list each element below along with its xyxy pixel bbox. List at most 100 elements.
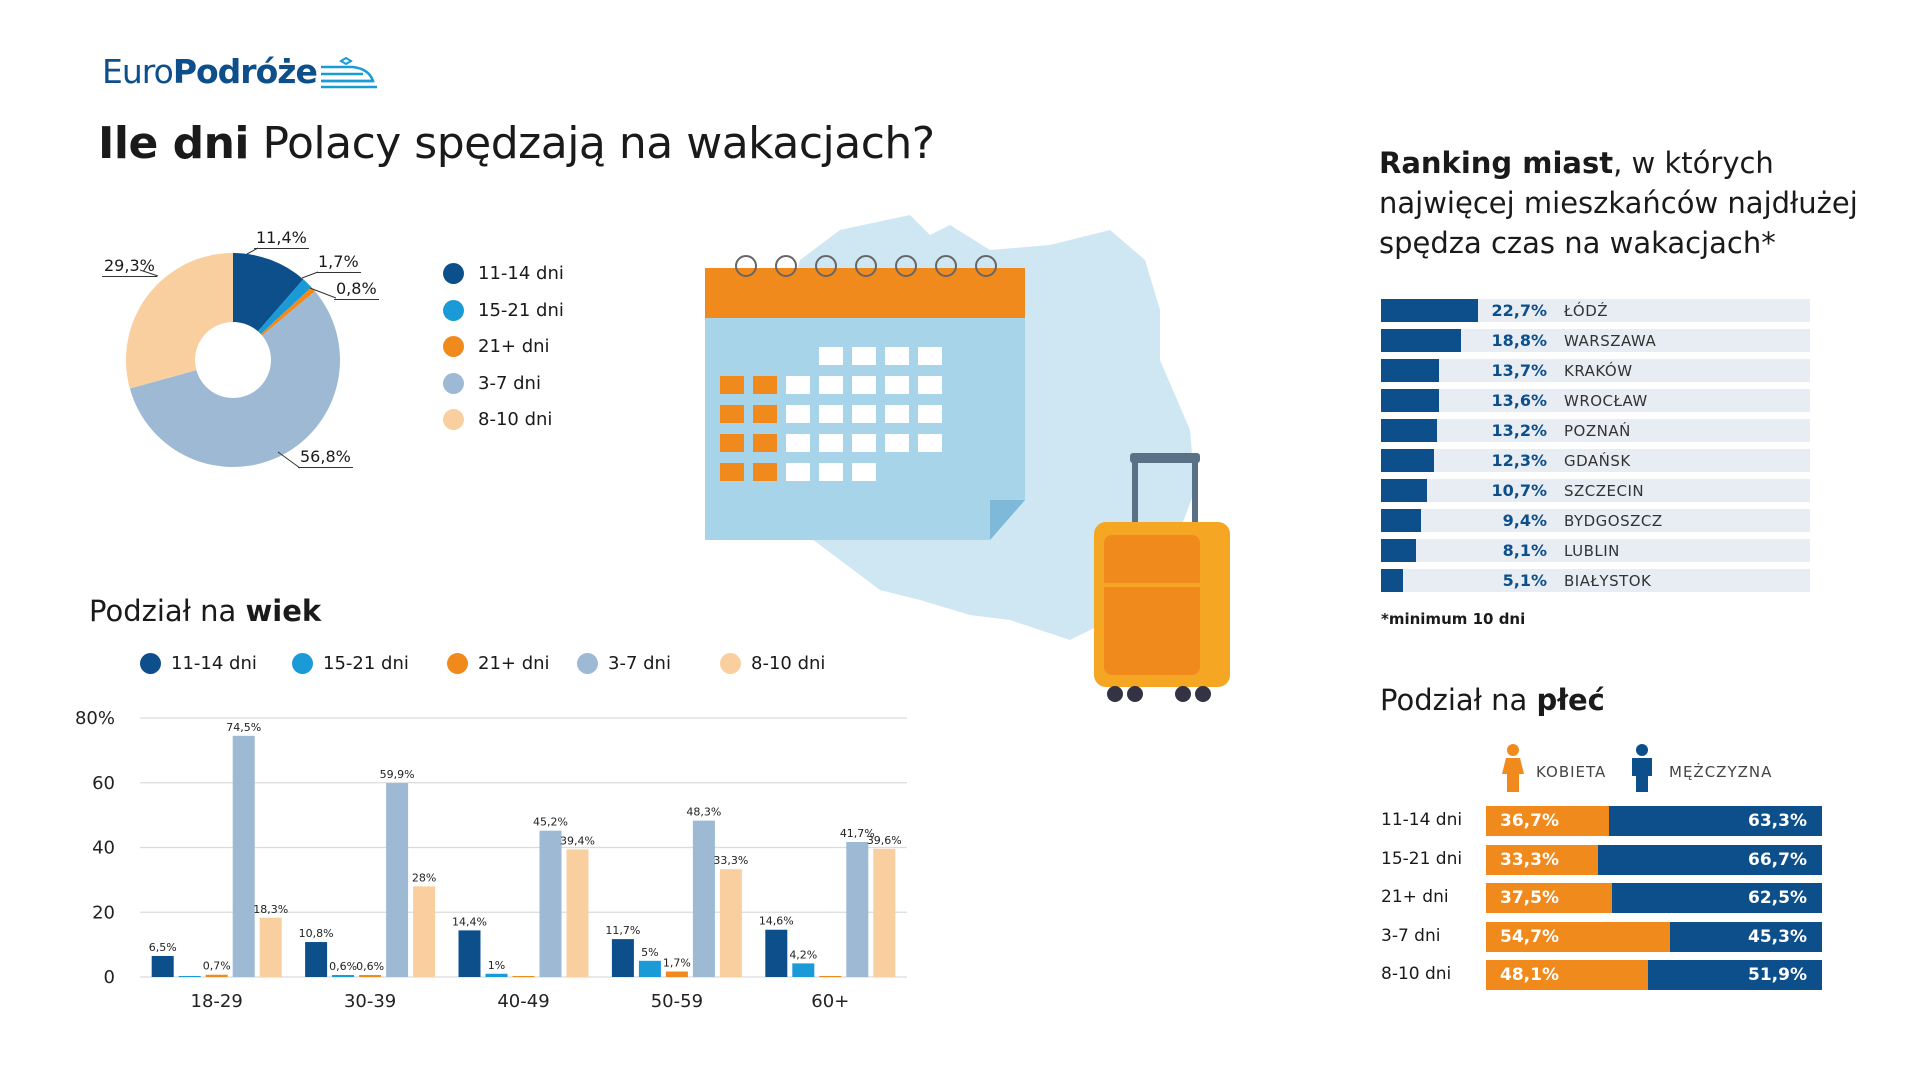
- pie-leader-line: [246, 247, 259, 255]
- ranking-city: BIAŁYSTOK: [1564, 572, 1652, 590]
- donut-hole: [195, 322, 271, 398]
- ranking-row: 18,8% WARSZAWA: [1381, 329, 1810, 352]
- bar-value-label: 18,3%: [253, 903, 288, 916]
- ranking-percent: 8,1%: [1502, 541, 1547, 560]
- gender-row-label: 21+ dni: [1381, 887, 1449, 907]
- age-title-regular: Podział na: [89, 594, 246, 628]
- age-chart-title: Podział na wiek: [89, 594, 321, 628]
- legend-label: 15-21 dni: [478, 299, 564, 321]
- gender-bar: 54,7% 45,3%: [1486, 921, 1822, 952]
- gender-bar: 48,1% 51,9%: [1486, 960, 1822, 990]
- legend-label: 15-21 dni: [323, 653, 409, 674]
- legend-dot-icon: [720, 653, 741, 674]
- calendar-day: [819, 405, 843, 423]
- bar-60+-3-7-dni: [846, 841, 869, 977]
- ranking-city: KRAKÓW: [1564, 362, 1633, 380]
- bar-50-59-8-10-dni: [719, 869, 742, 977]
- legend-dot-icon: [443, 299, 464, 321]
- calendar-day: [786, 405, 810, 423]
- calendar-day: [918, 405, 942, 423]
- ranking-row: 13,7% KRAKÓW: [1381, 359, 1810, 382]
- ranking-city: LUBLIN: [1564, 542, 1620, 560]
- bar-value-label: 59,9%: [380, 768, 415, 781]
- male-segment: 63,3%: [1609, 806, 1822, 836]
- legend-dot-icon: [443, 263, 464, 284]
- bar-40-49-15-21-dni: [485, 973, 508, 977]
- ranking-row: 9,4% BYDGOSZCZ: [1381, 509, 1810, 532]
- ranking-percent: 13,7%: [1491, 361, 1547, 380]
- x-tick-label: 30-39: [344, 991, 396, 1012]
- bar-40-49-11-14-dni: [458, 930, 481, 977]
- ranking-row: 22,7% ŁÓDŹ: [1381, 299, 1810, 322]
- ranking-percent: 9,4%: [1502, 511, 1547, 530]
- ranking-row: 12,3% GDAŃSK: [1381, 449, 1810, 472]
- pie-label-21plus: 0,8%: [334, 279, 379, 300]
- calendar-day: [720, 434, 744, 452]
- ranking-percent: 5,1%: [1502, 571, 1547, 590]
- age-legend-item: 3-7 dni: [577, 653, 671, 674]
- bar-30-39-11-14-dni: [305, 942, 328, 977]
- male-segment: 66,7%: [1597, 844, 1822, 875]
- bar-value-label: 14,6%: [759, 915, 794, 928]
- calendar-day: [918, 376, 942, 394]
- man-icon: [1632, 744, 1652, 792]
- legend-label: 21+ dni: [478, 336, 550, 357]
- pie-legend-item: 21+ dni: [443, 336, 550, 357]
- bar-18-29-21-dni: [205, 974, 228, 977]
- bar-18-29-3-7-dni: [232, 735, 255, 977]
- legend-dot-icon: [443, 409, 464, 430]
- calendar-day: [885, 376, 909, 394]
- calendar-day: [753, 434, 777, 452]
- calendar-day: [885, 434, 909, 452]
- ranking-title-rest: , w których najwięcej mieszkańców najdłu…: [1379, 146, 1858, 260]
- pie-legend-item: 11-14 dni: [443, 263, 564, 284]
- legend-dot-icon: [292, 653, 313, 674]
- bar-value-label: 48,3%: [686, 806, 721, 819]
- footnote: *minimum 10 dni: [1381, 610, 1526, 628]
- ranking-percent: 10,7%: [1491, 481, 1547, 500]
- bar-value-label: 1%: [488, 959, 505, 972]
- ranking-percent: 12,3%: [1491, 451, 1547, 470]
- gender-chart-title: Podział na płeć: [1380, 683, 1605, 717]
- calendar-day: [720, 376, 744, 394]
- suitcase-icon: [1094, 453, 1230, 702]
- gender-title-regular: Podział na: [1380, 683, 1537, 717]
- bar-value-label: 11,7%: [605, 924, 640, 937]
- calendar-day: [885, 347, 909, 365]
- x-tick-label: 18-29: [191, 991, 243, 1012]
- ranking-row: 10,7% SZCZECIN: [1381, 479, 1810, 502]
- age-bar-chart: 0 20 40 60 80% 6,5% 0,7% 74,5% 18,3% 18-29 10,8% 0,…: [75, 708, 907, 1012]
- bar-60+-15-21-dni: [792, 963, 815, 977]
- bar-40-49-21-dni: [512, 976, 535, 977]
- gender-bar: 36,7% 63,3%: [1486, 806, 1822, 836]
- bar-60+-11-14-dni: [765, 929, 788, 977]
- ranking-bar: [1381, 539, 1416, 562]
- train-icon: [320, 56, 377, 88]
- calendar-day: [720, 463, 744, 481]
- ranking-percent: 13,2%: [1491, 421, 1547, 440]
- male-segment: 51,9%: [1647, 960, 1822, 990]
- ranking-bar: [1381, 359, 1440, 382]
- gender-bar: 33,3% 66,7%: [1486, 844, 1822, 875]
- legend-female: KOBIETA: [1536, 763, 1607, 781]
- bar-value-label: 39,6%: [867, 834, 902, 847]
- donut-chart: [125, 247, 340, 469]
- pie-legend-item: 15-21 dni: [443, 299, 564, 321]
- ranking-bar: [1381, 569, 1403, 592]
- gender-row-label: 11-14 dni: [1381, 810, 1463, 830]
- pie-leader-line: [309, 287, 337, 299]
- ranking-percent: 13,6%: [1491, 391, 1547, 410]
- ranking-percent: 22,7%: [1491, 301, 1547, 320]
- pie-legend-item: 8-10 dni: [443, 409, 552, 430]
- bar-value-label: 14,4%: [452, 915, 487, 928]
- bar-40-49-3-7-dni: [539, 830, 562, 977]
- bar-value-label: 1,7%: [663, 956, 691, 969]
- bar-30-39-3-7-dni: [386, 783, 409, 977]
- calendar-day: [918, 347, 942, 365]
- y-tick-label: 60: [92, 773, 115, 794]
- ranking-city: WROCŁAW: [1564, 392, 1648, 410]
- pie-legend-item: 3-7 dni: [443, 372, 541, 394]
- bar-30-39-8-10-dni: [413, 886, 436, 977]
- ranking-city: SZCZECIN: [1564, 482, 1645, 500]
- ranking-bar: [1381, 299, 1478, 322]
